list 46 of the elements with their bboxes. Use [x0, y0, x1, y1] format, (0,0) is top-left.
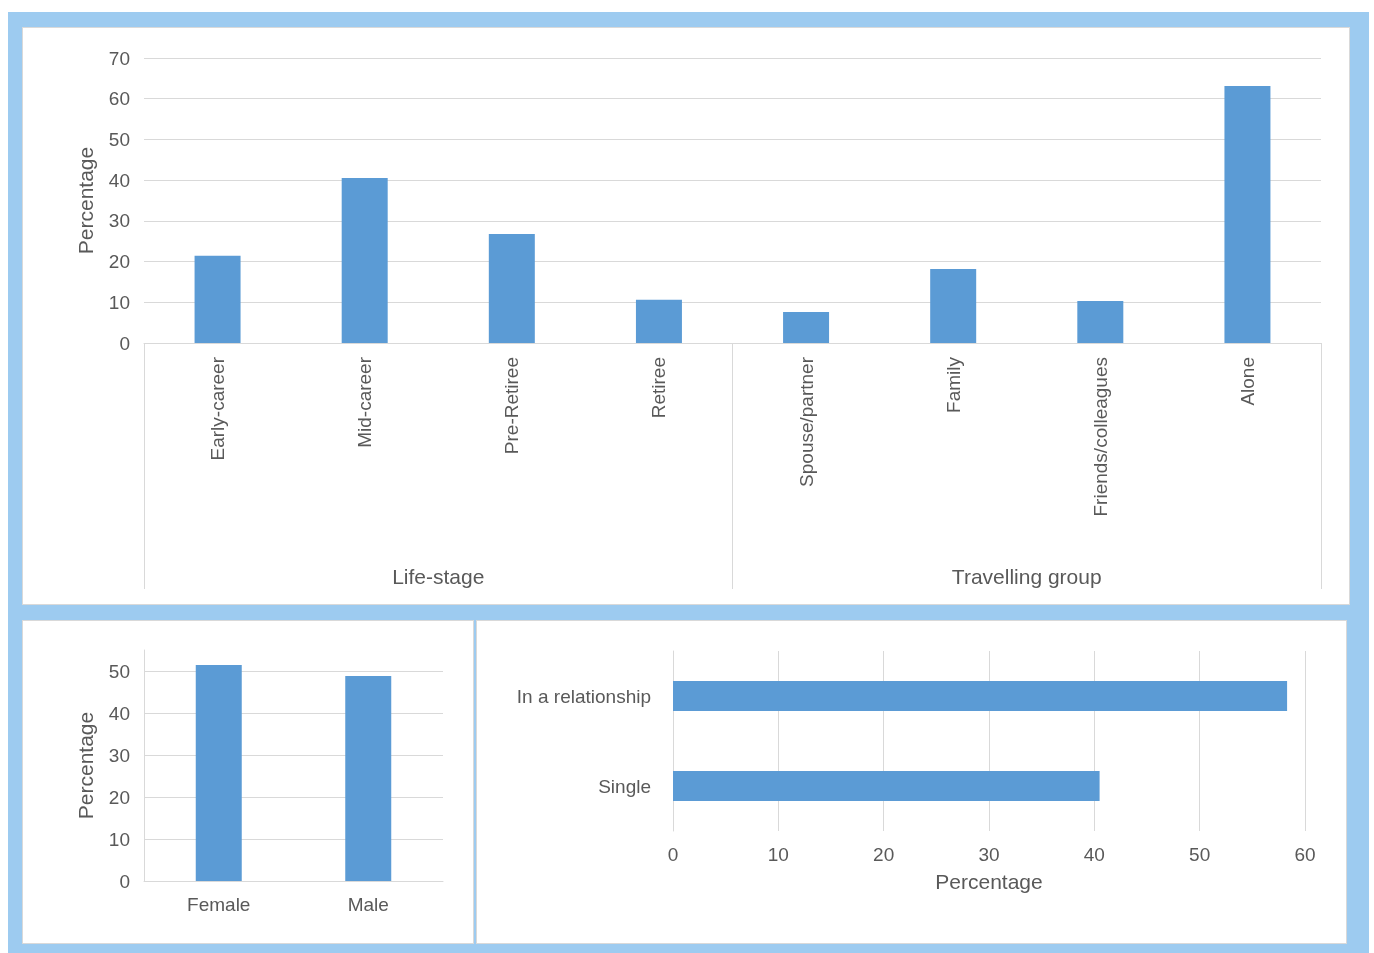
y-tick-label: 30	[108, 744, 130, 766]
bar	[930, 268, 977, 343]
y-tick-label: Single	[598, 775, 651, 797]
y-tick-label: 20	[108, 251, 130, 273]
x-tick-label: Early-career	[207, 356, 229, 461]
y-tick-label: 70	[108, 47, 130, 69]
text: Travelling group	[951, 564, 1102, 588]
bar	[194, 255, 241, 343]
x-tick-label: 30	[978, 844, 1000, 865]
y-tick-label: 20	[108, 786, 130, 808]
y-axis-title: Percentage	[74, 146, 97, 255]
bar	[1224, 86, 1271, 343]
x-tick-label: 50	[1189, 844, 1211, 865]
y-tick-label: 50	[108, 660, 130, 682]
x-tick-label: Alone	[1236, 357, 1258, 406]
x-tick-label: 20	[873, 844, 895, 865]
x-tick-label: 0	[667, 844, 679, 865]
y-tick-label: In a relationship	[516, 685, 651, 707]
x-tick-label: Pre-Retiree	[501, 357, 523, 455]
y-tick-label: 40	[108, 169, 130, 191]
x-tick-label: 40	[1083, 844, 1105, 865]
x-tick-label: 60	[1294, 844, 1316, 865]
x-tick-label: Male	[347, 894, 389, 915]
y-tick-label: 0	[119, 332, 130, 354]
bar	[341, 178, 388, 343]
y-tick-label: 30	[108, 210, 130, 232]
bar	[783, 312, 830, 343]
x-axis-title: Percentage	[935, 870, 1043, 893]
x-tick-label: 10	[767, 844, 789, 865]
text: Life-stage	[392, 564, 485, 588]
y-tick-label: 0	[119, 870, 130, 892]
y-tick-label: 10	[108, 828, 130, 850]
x-tick-label: Family	[942, 356, 964, 413]
y-tick-label: 10	[108, 291, 130, 313]
y-axis-title: Percentage	[74, 711, 97, 820]
y-tick-label: 50	[108, 128, 130, 150]
x-tick-label: Spouse/partner	[795, 356, 817, 487]
bar	[488, 233, 535, 343]
x-tick-label: Retiree	[648, 357, 670, 419]
bar	[635, 299, 682, 343]
bar	[1077, 301, 1124, 343]
y-tick-label: 60	[108, 88, 130, 110]
y-tick-label: 40	[108, 702, 130, 724]
x-tick-label: Mid-career	[354, 356, 376, 448]
x-tick-label: Female	[187, 894, 251, 915]
x-tick-label: Friends/colleagues	[1089, 357, 1111, 517]
